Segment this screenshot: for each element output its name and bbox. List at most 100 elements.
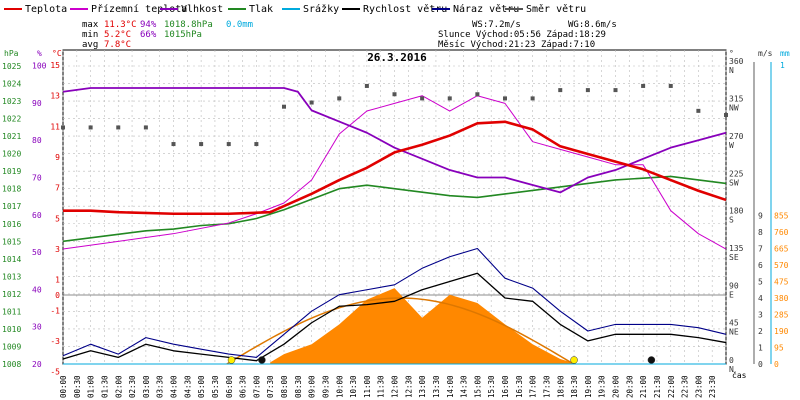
axis-temperature-tick: 3 xyxy=(55,245,60,254)
wind-direction-point xyxy=(530,96,535,101)
series-wind-line xyxy=(62,247,727,358)
axis-rain-tick: 190 xyxy=(774,327,789,336)
axis-pressure-unit: hPa xyxy=(4,49,19,58)
axis-time-tick: 00:00 xyxy=(59,375,68,398)
axis-time-tick: 11:00 xyxy=(363,375,372,398)
axis-rain-tick: 760 xyxy=(774,228,789,237)
legend-label-dir: Směr větru xyxy=(526,3,586,15)
axis-time-tick: 18:30 xyxy=(570,375,579,398)
wind-direction-point xyxy=(143,125,148,130)
info-moon: Měsíc Východ:21:23 Západ:7:10 xyxy=(438,40,595,50)
wind-direction-point xyxy=(199,142,204,147)
legend-label-temp: Teplota xyxy=(25,4,67,15)
axis-pressure-tick: 1015 xyxy=(2,237,21,246)
axis-wind-tick: 8 xyxy=(758,228,763,237)
legend-item-press: Tlak xyxy=(228,4,273,15)
axis-rain-tick: 570 xyxy=(774,261,789,270)
legend-label-press: Tlak xyxy=(249,4,273,15)
axis-temperature-tick: 13 xyxy=(50,92,60,101)
legend-label-wind: Rychlost větru xyxy=(363,3,447,15)
legend-item-dir: Směr větru xyxy=(505,3,586,15)
axis-pressure-tick: 1017 xyxy=(2,202,21,211)
axis-temperature-tick: 5 xyxy=(55,214,60,223)
series-temp-line xyxy=(63,120,727,216)
axis-direction-tick: 270 xyxy=(729,132,744,141)
axis-rain-tick: 855 xyxy=(774,212,789,221)
wind-direction-point xyxy=(696,108,701,113)
axis-time-tick: 04:00 xyxy=(170,375,179,398)
axis-pressure-tick: 1008 xyxy=(2,360,21,369)
axis-wind-unit: m/s xyxy=(758,49,773,58)
wind-direction-point xyxy=(668,83,673,88)
axis-time-tick: 20:00 xyxy=(612,375,621,398)
axis-direction-label: SW xyxy=(729,178,739,187)
axis-direction-label: E xyxy=(729,290,734,299)
legend-item-gust: Náraz větru xyxy=(432,3,519,15)
axis-wind-tick: 4 xyxy=(758,294,763,303)
axis-temperature-tick: 11 xyxy=(50,122,60,131)
info-ws: WS:7.2m/s xyxy=(472,20,521,30)
axis-time-tick: 15:00 xyxy=(473,375,482,398)
solar-theoretical-curve xyxy=(226,297,574,365)
axis-direction-label: N xyxy=(729,365,734,374)
axis-direction-label: NE xyxy=(729,328,739,337)
wind-direction-point xyxy=(116,125,121,130)
axis-humidity-tick: 100 xyxy=(32,62,47,71)
axis-humidity-tick: 30 xyxy=(32,323,42,332)
axis-rain-tick: 95 xyxy=(774,344,784,353)
marker-dot xyxy=(570,356,578,364)
axis-humidity-tick: 50 xyxy=(32,248,42,257)
axis-time-tick: 17:00 xyxy=(529,375,538,398)
axis-time-tick: 06:00 xyxy=(225,375,234,398)
legend-label-rain: Srážky xyxy=(303,3,339,15)
info-sun: Slunce Východ:05:56 Západ:18:29 xyxy=(438,30,606,40)
axis-rain-tick: 0 xyxy=(774,360,779,369)
axis-humidity-tick: 90 xyxy=(32,99,42,108)
axis-wind-tick: 1 xyxy=(758,344,763,353)
axis-rain-tick: 380 xyxy=(774,294,789,303)
legend-label-hum: Vlhkost xyxy=(181,4,223,15)
axis-direction-tick: 135 xyxy=(729,244,744,253)
axis-time-tick: 08:30 xyxy=(294,375,303,398)
info: WS:7.2m/s WG:8.6m/s Slunce Východ:05:56 … xyxy=(438,20,617,50)
axis-rain-top: 1 xyxy=(780,61,785,70)
stat-avg-label: avg xyxy=(82,40,98,50)
axis-time-tick: 13:00 xyxy=(418,375,427,398)
legend-label-ground: Přízemní teplota xyxy=(91,3,187,15)
axis-time-tick: 11:30 xyxy=(377,375,386,398)
stat-max-press: 1018.8hPa xyxy=(164,20,213,30)
stat-min-press: 1015hPa xyxy=(164,30,202,40)
axis-wind-tick: 6 xyxy=(758,261,763,270)
axis-pressure-tick: 1020 xyxy=(2,150,21,159)
stat-min-temp: 5.2°C xyxy=(104,30,131,40)
axis-time-tick: 18:00 xyxy=(556,375,565,398)
axis-time-tick: 19:30 xyxy=(598,375,607,398)
axis-pressure-tick: 1011 xyxy=(2,307,21,316)
stat-avg-temp: 7.8°C xyxy=(104,40,131,50)
wind-direction-point xyxy=(61,125,65,130)
axes: hPa1008100910101011101210131014101510161… xyxy=(2,49,790,398)
series-hum-line xyxy=(62,87,727,194)
axis-pressure-tick: 1009 xyxy=(2,342,21,351)
axis-time-tick: 21:00 xyxy=(639,375,648,398)
wind-direction-point xyxy=(171,142,176,147)
stat-max-rain: 0.0mm xyxy=(226,20,253,30)
axis-pressure-tick: 1013 xyxy=(2,272,21,281)
axis-pressure-tick: 1024 xyxy=(2,80,21,89)
axis-wind-tick: 9 xyxy=(758,212,763,221)
wind-direction-point xyxy=(724,113,728,117)
axis-time-tick: 14:30 xyxy=(460,375,469,398)
axis-time-tick: 10:30 xyxy=(349,375,358,398)
axis-temperature-tick: 7 xyxy=(55,184,60,193)
legend-label-gust: Náraz větru xyxy=(453,3,519,15)
legend-item-ground: Přízemní teplota xyxy=(70,3,187,15)
axis-time-tick: 12:30 xyxy=(404,375,413,398)
axis-direction-tick: 90 xyxy=(729,281,739,290)
axis-direction-tick: 360 xyxy=(729,57,744,66)
axis-humidity-tick: 20 xyxy=(32,360,42,369)
axis-direction-tick: 225 xyxy=(729,169,744,178)
wind-direction-point xyxy=(337,96,342,101)
axis-temperature-tick: 1 xyxy=(55,276,60,285)
axis-time-tick: 13:30 xyxy=(432,375,441,398)
